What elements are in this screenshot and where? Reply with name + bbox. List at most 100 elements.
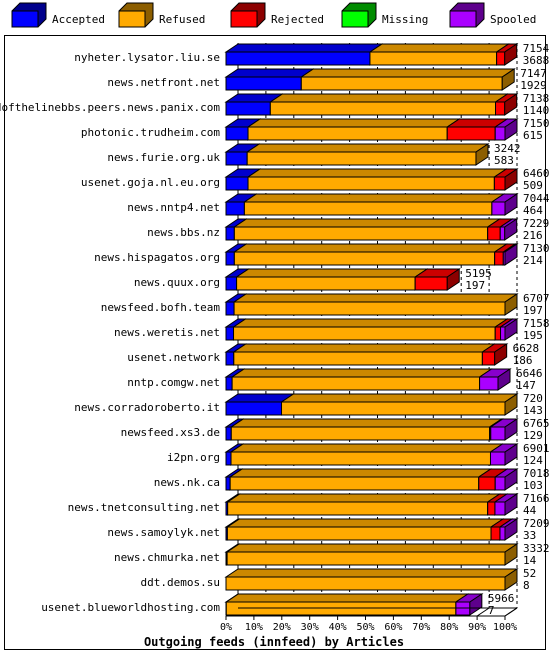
bar-row [224, 93, 519, 116]
value-label-total: 52 [523, 567, 536, 580]
value-label-total: 3332 [523, 542, 550, 555]
bar-segment-refused-top [225, 543, 519, 553]
bar-segment-accepted [225, 301, 235, 316]
bar-segment-accepted [225, 326, 235, 341]
x-tick-label: 20% [273, 622, 291, 633]
bar-segment-accepted [225, 176, 249, 191]
x-tick-label: 30% [301, 622, 319, 633]
bar-row [224, 168, 519, 191]
value-label-total: 7147 [520, 67, 547, 80]
value-label-total: 6460 [523, 167, 550, 180]
bar-segment-refused-side [504, 293, 518, 316]
bar-segment-refused [243, 201, 493, 216]
category-label: news.furie.org.uk [107, 151, 220, 164]
legend-swatch [230, 10, 258, 28]
legend-label: Accepted [52, 13, 105, 26]
bar-segment-spooled-side [504, 243, 518, 266]
legend-swatch [449, 10, 477, 28]
bar-segment-spooled-side [504, 118, 518, 141]
bar-row [224, 43, 519, 66]
value-label-refused: 129 [523, 429, 543, 442]
value-label-refused: 214 [523, 254, 543, 267]
value-label-total: 7209 [523, 517, 550, 530]
legend-item-accepted: Accepted [11, 2, 105, 28]
bar-segment-refused-side [501, 68, 515, 91]
bar-row [224, 293, 519, 316]
value-label-total: 7044 [523, 192, 550, 205]
bar-segment-accepted [225, 226, 235, 241]
bar-segment-refused-side [504, 393, 518, 416]
bar-segment-spooled [499, 226, 506, 241]
bar-segment-rejected [446, 126, 496, 141]
category-label: usenet.goja.nl.eu.org [81, 176, 220, 189]
bar-segment-spooled [490, 426, 506, 441]
category-label: news.weretis.net [114, 326, 220, 339]
value-label-total: 6646 [516, 367, 543, 380]
category-label: nyheter.lysator.liu.se [74, 51, 220, 64]
legend-item-rejected: Rejected [230, 2, 324, 28]
value-label-total: 7130 [523, 242, 550, 255]
bar-segment-rejected-side [504, 168, 518, 191]
bar-segment-refused-top [246, 168, 509, 178]
value-label-total: 7154 [523, 42, 550, 55]
bar-row [224, 468, 519, 491]
category-label: news.samoylyk.net [107, 526, 220, 539]
bar-segment-accepted [225, 201, 245, 216]
bar-row [224, 143, 490, 166]
value-label-total: 6628 [513, 342, 540, 355]
bar-segment-accepted [225, 101, 271, 116]
legend-swatch [11, 10, 39, 28]
bar-row [224, 568, 519, 591]
bar-segment-refused [281, 401, 506, 416]
category-label: news.nntp4.net [127, 201, 220, 214]
legend-item-refused: Refused [118, 2, 205, 28]
bar-row [224, 193, 519, 216]
bar-row [224, 68, 516, 91]
x-tick-label: 10% [245, 622, 263, 633]
bar-segment-refused-top [229, 443, 505, 453]
bar-segment-refused [233, 226, 489, 241]
bar-segment-refused-top [234, 268, 429, 278]
value-label-refused: 615 [523, 129, 543, 142]
category-label: ddt.demos.su [141, 576, 220, 589]
bar-segment-rejected-side [504, 93, 518, 116]
bar-segment-refused-top [230, 368, 494, 378]
value-label-refused: 1929 [520, 79, 547, 92]
bar-segment-refused-top [299, 68, 516, 78]
value-label-refused: 583 [494, 154, 514, 167]
bar-segment-refused [246, 151, 477, 166]
bar-segment-spooled [500, 326, 506, 341]
category-label: endofthelinebbs.peers.news.panix.com [0, 101, 220, 114]
category-label: usenet.blueworldhosting.com [41, 601, 220, 614]
x-tick-label: 80% [440, 622, 458, 633]
bar-segment-refused-side [504, 543, 518, 566]
value-label-refused: 44 [523, 504, 537, 517]
floor-tick [476, 607, 490, 617]
value-label-total: 7150 [523, 117, 550, 130]
bar-segment-refused-top [226, 493, 502, 503]
value-label-refused: 1140 [523, 104, 550, 117]
bar-row [224, 418, 519, 441]
value-label-refused: 143 [523, 404, 543, 417]
bar-segment-refused-top [232, 293, 519, 303]
value-label-refused: 464 [523, 204, 543, 217]
value-label-refused: 7 [488, 604, 495, 617]
x-tick-label: 0% [220, 622, 232, 633]
bar-segment-refused-top [232, 243, 509, 253]
value-label-refused: 197 [465, 279, 485, 292]
value-label-total: 5966 [488, 592, 515, 605]
bar-segment-refused [269, 101, 497, 116]
category-label: photonic.trudheim.com [81, 126, 220, 139]
bar-row [224, 118, 519, 141]
category-label: newsfeed.xs3.de [121, 426, 220, 439]
bar-segment-rejected [494, 326, 502, 341]
bar-segment-rejected [494, 251, 504, 266]
bar-segment-spooled-side [504, 193, 518, 216]
bar-segment-refused [233, 326, 496, 341]
value-label-total: 7229 [523, 217, 550, 230]
x-tick-label: 60% [384, 622, 402, 633]
bar-segment-refused-top [224, 568, 519, 578]
bar-segment-rejected [481, 351, 496, 366]
bar-segment-refused [233, 351, 483, 366]
